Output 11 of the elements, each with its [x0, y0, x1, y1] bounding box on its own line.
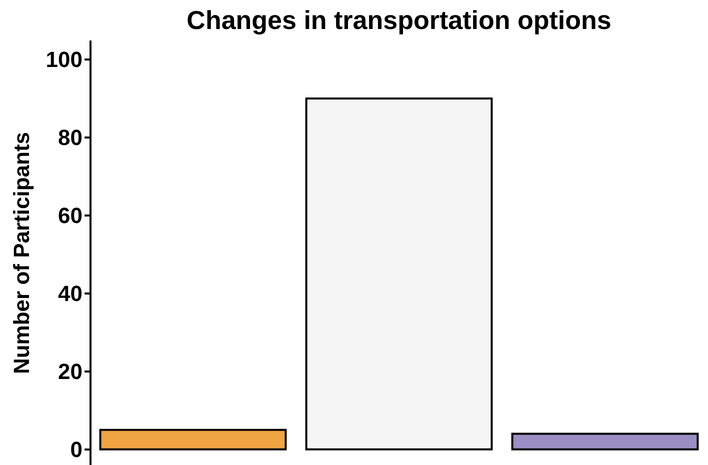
- bar: [511, 432, 699, 450]
- y-tick-label: 20: [58, 358, 82, 384]
- y-tick-label: 40: [58, 280, 82, 306]
- y-tick-label: 0: [70, 436, 82, 462]
- y-tick-label: 100: [46, 46, 82, 72]
- y-tick-label: 80: [58, 124, 82, 150]
- bar: [305, 97, 493, 450]
- chart-title: Changes in transportation options: [186, 5, 612, 35]
- y-tick-label: 60: [58, 202, 82, 228]
- y-axis-title: Number of Participants: [8, 132, 34, 374]
- bar: [99, 428, 287, 450]
